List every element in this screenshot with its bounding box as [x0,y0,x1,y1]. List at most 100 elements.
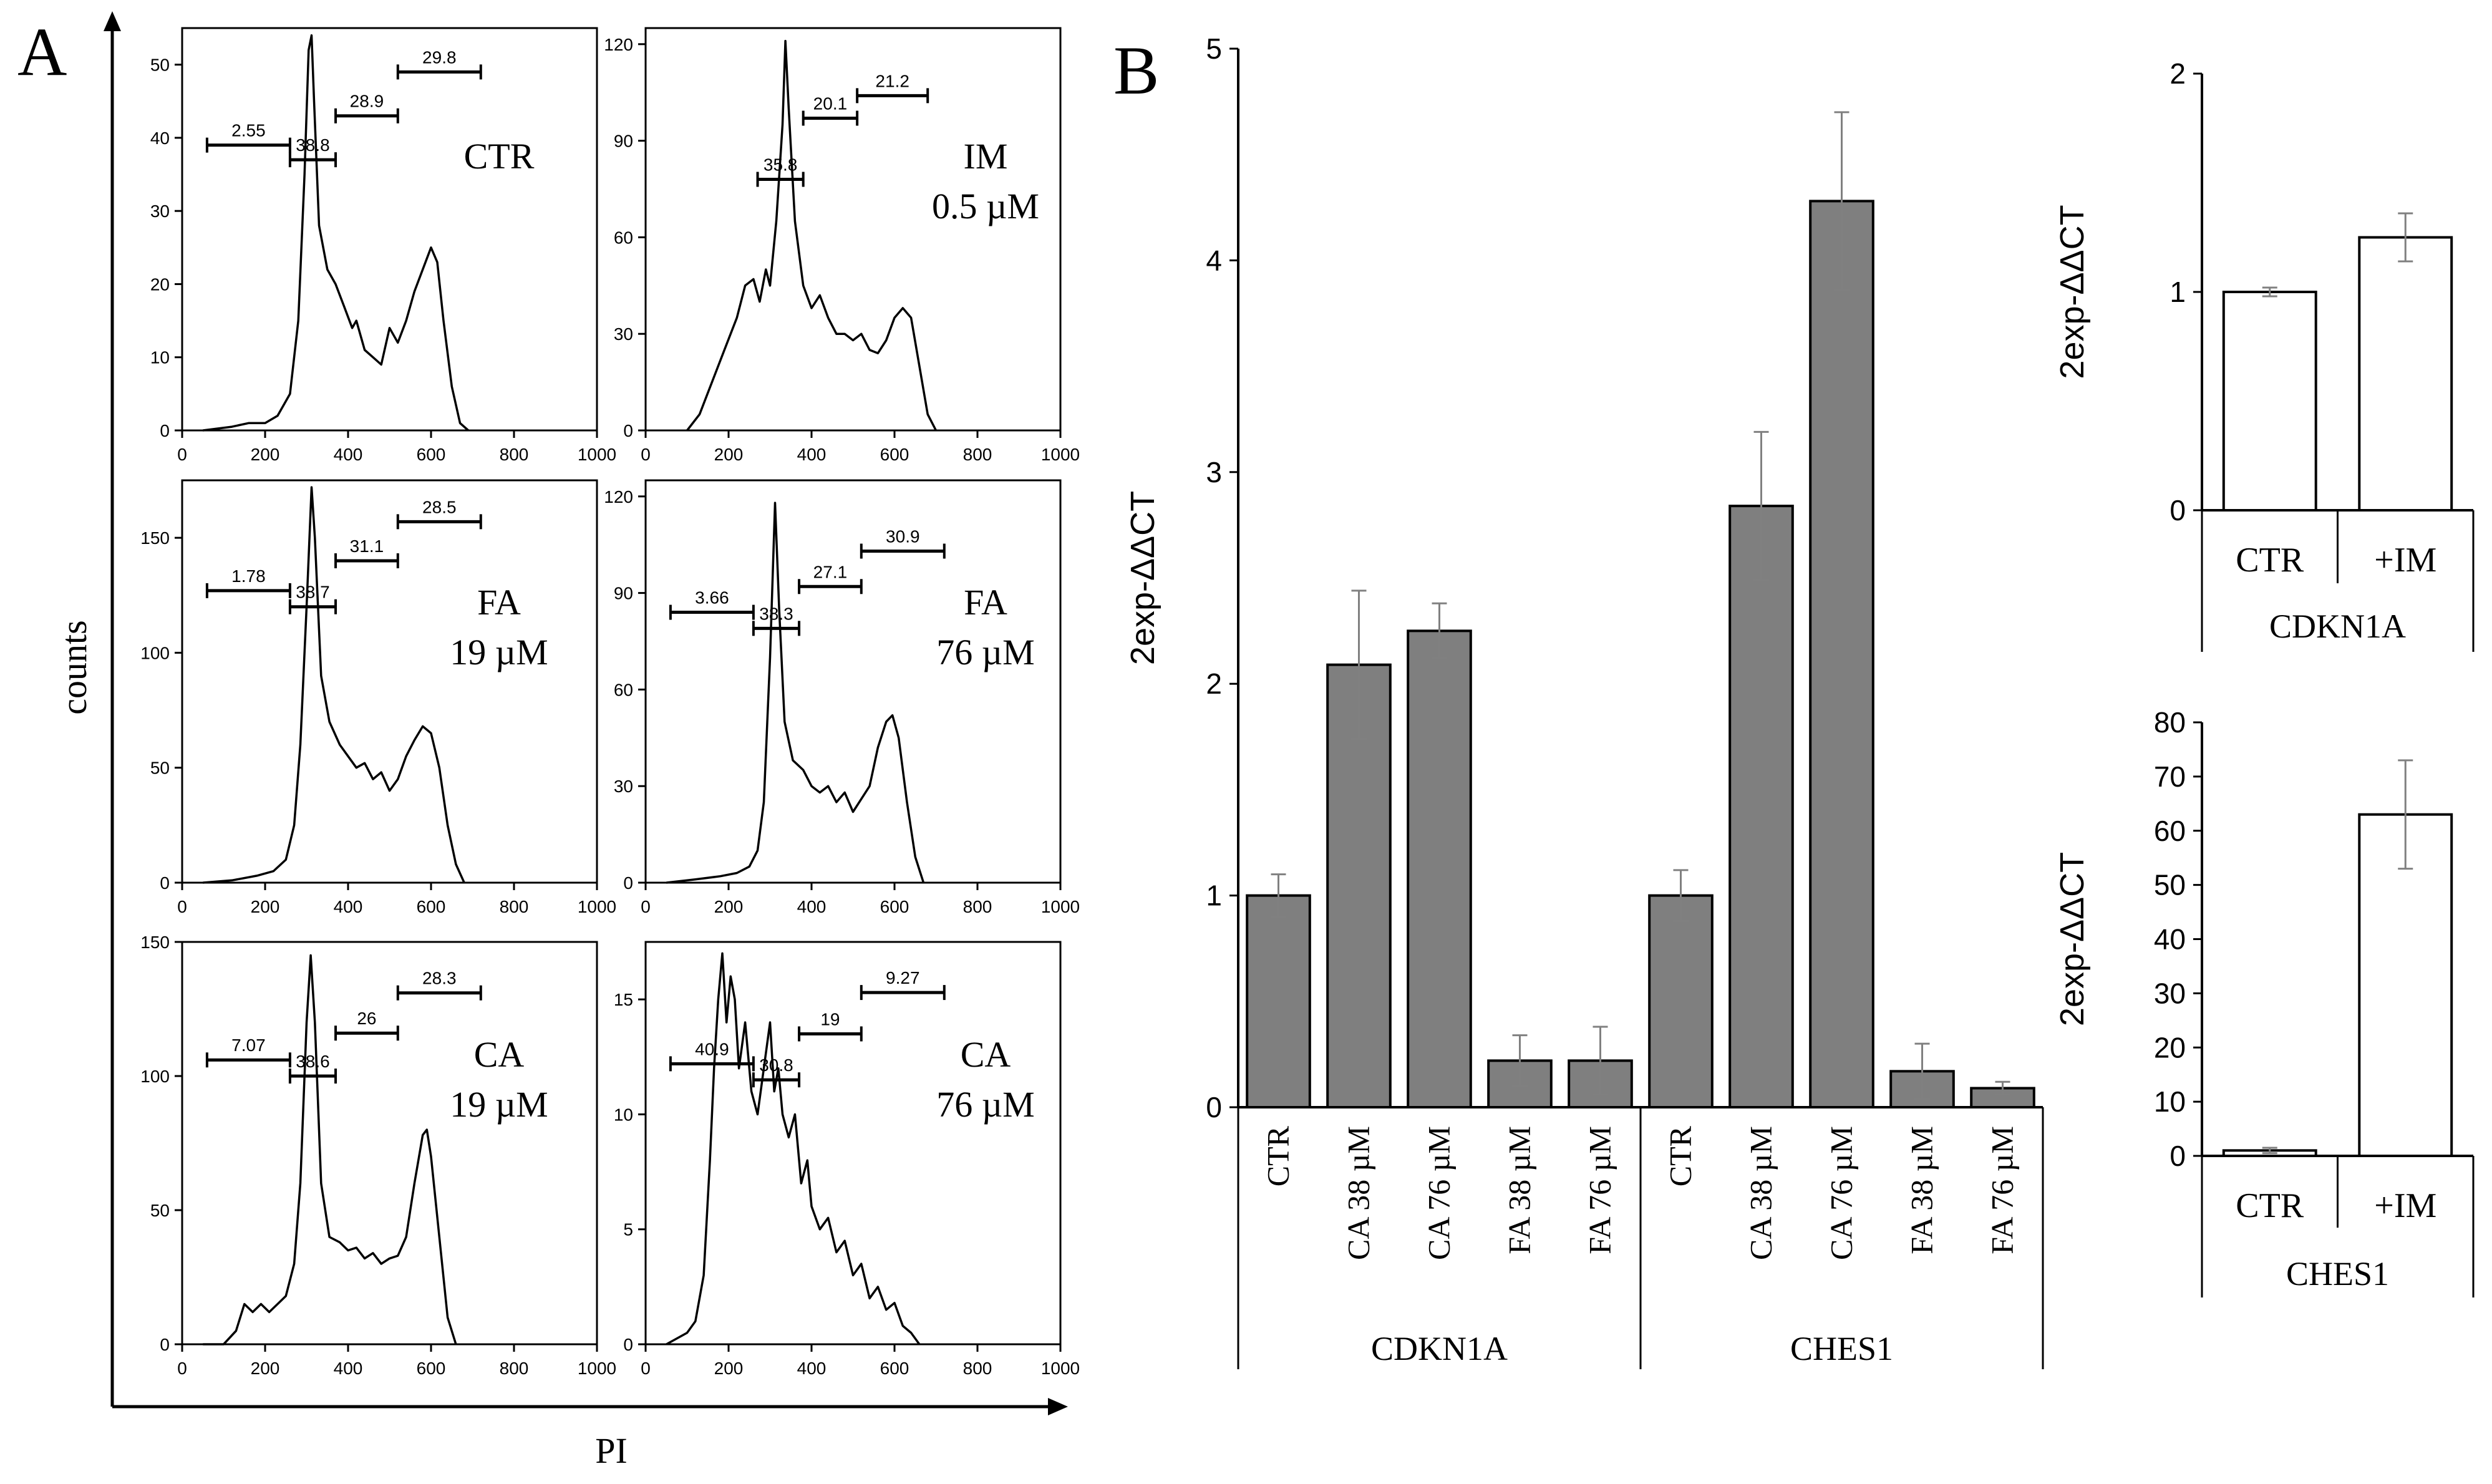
gate-percentage: 38.3 [759,604,793,623]
bar [1407,629,1472,1108]
gate-percentage: 35.8 [764,155,798,175]
x-tick-label: 200 [714,445,744,464]
plot-frame [644,941,1062,1346]
y-tick-label: 50 [150,759,170,778]
y-tick-label: 30 [150,201,170,221]
y-tick-label: 1 [1206,880,1222,912]
category-label: CA 76 µM [1422,1126,1457,1260]
category-label: +IM [2374,1186,2436,1225]
category-label: FA 76 µM [1985,1126,2020,1254]
x-tick-label: 0 [177,1359,187,1378]
y-tick-label: 60 [614,228,633,247]
y-tick-label: 0 [1206,1091,1222,1123]
y-tick-label: 100 [140,643,170,662]
condition-label: CA [961,1034,1011,1075]
gate-percentage: 38.6 [296,1052,330,1071]
y-tick-label: 4 [1206,244,1222,276]
y-tick-label: 100 [140,1067,170,1086]
gate-percentage: 38.7 [296,583,330,602]
x-tick-label: 800 [500,897,529,916]
shared-y-axis-arrowhead [104,11,121,31]
x-tick-label: 0 [641,897,651,916]
bar-chart-b_cdkn: 0 1 2 2exp-ΔΔCT CTR +IM CDKN1A [2053,57,2475,652]
condition-label: 76 µM [936,1084,1035,1125]
gate-percentage: 28.5 [422,497,457,516]
category-label: FA 38 µM [1502,1126,1537,1254]
gate-percentage: 38.8 [296,135,330,155]
x-tick-label: 400 [797,1359,827,1378]
histogram-h_ca19: 0 50 100 150 0 200 400 600 800 1000 7.07 38.6 26 28.3… [140,933,616,1378]
histogram-curve [686,39,938,432]
plot-frame [644,479,1062,884]
x-tick-label: 400 [334,897,363,916]
y-tick-label: 10 [614,1105,633,1124]
y-tick-label: 20 [2154,1031,2186,1064]
x-tick-label: 400 [334,1359,363,1378]
category-label: +IM [2374,541,2436,580]
x-tick-label: 1000 [1041,445,1080,464]
category-label: FA 76 µM [1583,1126,1617,1254]
category-label: CTR [1261,1125,1296,1186]
y-tick-label: 0 [160,421,170,440]
y-tick-label: 0 [160,873,170,893]
y-axis-label: 2exp-ΔΔCT [2053,205,2091,379]
condition-label: IM [964,136,1008,177]
y-tick-label: 50 [150,1201,170,1220]
x-tick-label: 0 [177,445,187,464]
y-tick-label: 90 [614,132,633,151]
bar [1326,663,1392,1109]
x-tick-label: 200 [714,1359,744,1378]
gate-percentage: 40.9 [695,1039,729,1059]
shared-y-axis-label: counts [54,620,94,714]
y-tick-label: 90 [614,584,633,603]
y-axis-label: 2exp-ΔΔCT [1124,491,1161,665]
condition-label: 19 µM [450,1084,548,1125]
y-tick-label: 3 [1206,456,1222,488]
bar [1648,894,1714,1108]
x-tick-label: 800 [963,1359,992,1378]
condition-label: FA [964,582,1007,623]
gate-percentage: 2.55 [231,121,266,140]
condition-label: 76 µM [936,632,1035,672]
plot-frame [181,941,598,1346]
category-label: CA 38 µM [1341,1126,1376,1260]
x-tick-label: 400 [334,445,363,464]
bar-charts: 0 1 2 3 4 5 2exp-ΔΔCT CTR CA 38 µM CA 76 µM FA 38 … [1124,32,2475,1369]
group-label: CHES1 [1790,1330,1893,1367]
gate-percentage: 21.2 [875,71,909,90]
y-tick-label: 30 [614,777,633,796]
y-tick-label: 0 [623,421,633,440]
y-tick-label: 120 [604,35,633,54]
y-tick-label: 150 [140,528,170,548]
x-tick-label: 800 [500,1359,529,1378]
histogram-h_im: 0 30 60 90 120 0 200 400 600 800 1000 35.8 20.1 21.2 I… [604,27,1080,464]
x-tick-label: 600 [417,445,446,464]
category-label: CTR [2236,541,2304,580]
plot-frame [181,479,598,884]
histogram-h_ca76: 0 5 10 15 0 200 400 600 800 1000 40.9 30.8 19 9.27 CA 7… [614,941,1080,1378]
group-label: CDKN1A [2269,608,2406,645]
y-tick-label: 15 [614,990,633,1009]
category-label: CTR [1663,1125,1698,1186]
plot-frame [644,27,1062,432]
x-tick-label: 0 [177,897,187,916]
y-axis-label: 2exp-ΔΔCT [2053,852,2091,1026]
y-tick-label: 50 [2154,869,2186,901]
y-tick-label: 5 [1206,32,1222,65]
bar-chart-b_main: 0 1 2 3 4 5 2exp-ΔΔCT CTR CA 38 µM CA 76 µM FA 38 … [1124,32,2044,1369]
y-tick-label: 0 [160,1335,170,1354]
bar [2358,813,2453,1157]
condition-label: 19 µM [450,632,548,672]
shared-x-axis-arrowhead [1048,1398,1068,1415]
plot-frame [181,27,598,432]
histogram-h_fa19: 0 50 100 150 0 200 400 600 800 1000 1.78 38.7 31.1 28… [140,479,616,916]
group-label: CDKN1A [1371,1330,1508,1367]
y-tick-label: 10 [150,348,170,367]
y-tick-label: 2 [1206,667,1222,700]
condition-label: CA [474,1034,525,1075]
group-label: CHES1 [2286,1255,2389,1292]
histogram-h_fa76: 0 30 60 90 120 0 200 400 600 800 1000 3.66 38.3 27.1 3… [604,479,1080,916]
bar [1809,200,1874,1108]
y-tick-label: 60 [2154,815,2186,847]
